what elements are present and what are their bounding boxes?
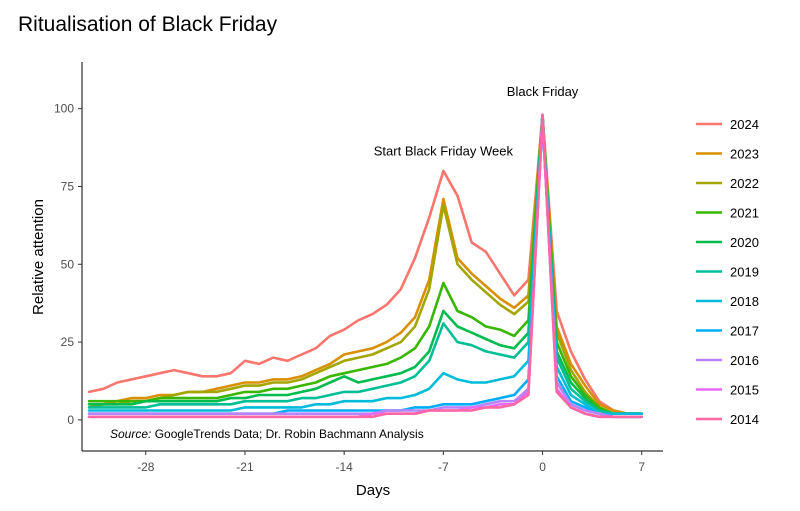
y-tick-label: 0 [67,413,74,427]
series-lines [87,113,643,419]
x-ticks: -28 -21 -14 -7 0 7 [137,451,645,474]
legend-label-2020: 2020 [730,235,759,250]
legend-label-2023: 2023 [730,147,759,162]
x-tick-label: 7 [638,460,645,474]
y-axis-title: Relative attention [30,199,47,315]
chart-title: Ritualisation of Black Friday [18,13,278,36]
legend-label-2022: 2022 [730,176,759,191]
legend-label-2016: 2016 [730,353,759,368]
legend-label-2014: 2014 [730,412,759,427]
annotation-black-friday: Black Friday [507,84,579,99]
x-tick-label: -21 [236,460,254,474]
x-tick-label: 0 [539,460,546,474]
x-axis-title: Days [356,482,390,499]
source-prefix: Source: [110,427,151,441]
y-tick-label: 100 [54,102,74,116]
legend: 2024 2023 2022 2021 2020 2019 2018 2017 2016 2015… [696,117,759,427]
legend-label-2018: 2018 [730,294,759,309]
axes [81,62,663,452]
x-tick-label: -14 [335,460,353,474]
y-tick-label: 25 [61,335,75,349]
source-text: GoogleTrends Data; Dr. Robin Bachmann An… [151,427,423,441]
y-tick-label: 50 [61,257,75,271]
x-tick-label: -28 [137,460,155,474]
source-note: Source: GoogleTrends Data; Dr. Robin Bac… [110,427,424,441]
y-tick-label: 75 [61,179,75,193]
legend-label-2024: 2024 [730,117,759,132]
legend-label-2015: 2015 [730,383,759,398]
series-line-2014 [87,113,643,419]
legend-label-2019: 2019 [730,265,759,280]
y-ticks: 0 25 50 75 100 [54,102,82,427]
legend-label-2021: 2021 [730,206,759,221]
annotation-start-black-friday-week: Start Black Friday Week [374,143,514,158]
x-tick-label: -7 [438,460,449,474]
legend-label-2017: 2017 [730,324,759,339]
